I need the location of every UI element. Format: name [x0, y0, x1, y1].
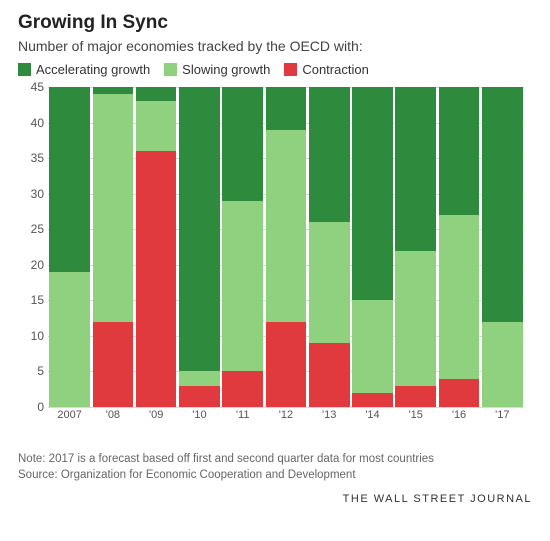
- x-tick-label: '17: [481, 409, 524, 421]
- x-tick-label: '10: [178, 409, 221, 421]
- bar-column: [221, 87, 264, 407]
- bar-column: [481, 87, 524, 407]
- bars-group: [48, 87, 524, 407]
- legend: Accelerating growth Slowing growth Contr…: [18, 62, 532, 77]
- bar-stack: [352, 87, 393, 407]
- x-tick-label: '08: [91, 409, 134, 421]
- bar-column: [437, 87, 480, 407]
- bar-segment-accelerating: [266, 87, 307, 130]
- publisher-credit: THE WALL STREET JOURNAL: [18, 493, 532, 505]
- legend-swatch-accelerating: [18, 63, 31, 76]
- bar-segment-accelerating: [222, 87, 263, 201]
- bar-segment-slowing: [482, 322, 523, 407]
- legend-label: Contraction: [302, 62, 368, 77]
- bar-stack: [222, 87, 263, 407]
- bar-segment-accelerating: [179, 87, 220, 371]
- legend-item-slowing: Slowing growth: [164, 62, 270, 77]
- bar-stack: [482, 87, 523, 407]
- note-line: Note: 2017 is a forecast based off first…: [18, 451, 532, 467]
- bar-column: [351, 87, 394, 407]
- x-tick-label: '11: [221, 409, 264, 421]
- y-tick-label: 35: [24, 151, 44, 165]
- legend-swatch-slowing: [164, 63, 177, 76]
- bar-segment-accelerating: [309, 87, 350, 222]
- bar-column: [178, 87, 221, 407]
- bar-segment-slowing: [395, 251, 436, 386]
- bar-segment-slowing: [266, 130, 307, 322]
- chart-area: 051015202530354045 2007'08'09'10'11'12'1…: [24, 87, 524, 427]
- bar-column: [308, 87, 351, 407]
- bar-segment-contraction: [395, 386, 436, 407]
- footnote: Note: 2017 is a forecast based off first…: [18, 451, 532, 483]
- y-tick-label: 30: [24, 187, 44, 201]
- bar-stack: [49, 87, 90, 407]
- bar-stack: [439, 87, 480, 407]
- bar-column: [91, 87, 134, 407]
- x-tick-label: '13: [308, 409, 351, 421]
- gridline: [48, 407, 524, 408]
- bar-segment-accelerating: [136, 87, 177, 101]
- bar-segment-contraction: [179, 386, 220, 407]
- x-tick-label: '14: [351, 409, 394, 421]
- bar-segment-accelerating: [439, 87, 480, 215]
- chart-container: Growing In Sync Number of major economie…: [0, 0, 550, 541]
- x-tick-label: '15: [394, 409, 437, 421]
- y-tick-label: 40: [24, 116, 44, 130]
- bar-segment-slowing: [222, 201, 263, 372]
- plot-region: [48, 87, 524, 407]
- legend-item-contraction: Contraction: [284, 62, 368, 77]
- bar-stack: [395, 87, 436, 407]
- y-tick-label: 10: [24, 329, 44, 343]
- x-tick-label: 2007: [48, 409, 91, 421]
- bar-stack: [93, 87, 134, 407]
- bar-segment-contraction: [309, 343, 350, 407]
- x-tick-label: '12: [264, 409, 307, 421]
- bar-segment-slowing: [309, 222, 350, 343]
- bar-column: [264, 87, 307, 407]
- bar-segment-contraction: [266, 322, 307, 407]
- bar-segment-slowing: [93, 94, 134, 322]
- bar-stack: [136, 87, 177, 407]
- bar-segment-contraction: [352, 393, 393, 407]
- bar-stack: [309, 87, 350, 407]
- x-tick-label: '16: [437, 409, 480, 421]
- bar-stack: [179, 87, 220, 407]
- y-tick-label: 5: [24, 364, 44, 378]
- bar-column: [135, 87, 178, 407]
- bar-segment-slowing: [352, 300, 393, 392]
- bar-segment-contraction: [222, 371, 263, 407]
- bar-segment-slowing: [179, 371, 220, 385]
- bar-column: [394, 87, 437, 407]
- bar-segment-accelerating: [49, 87, 90, 272]
- source-line: Source: Organization for Economic Cooper…: [18, 467, 532, 483]
- bar-segment-slowing: [49, 272, 90, 407]
- y-tick-label: 25: [24, 222, 44, 236]
- bar-segment-accelerating: [482, 87, 523, 322]
- x-axis-labels: 2007'08'09'10'11'12'13'14'15'16'17: [48, 409, 524, 421]
- bar-segment-contraction: [93, 322, 134, 407]
- bar-segment-slowing: [439, 215, 480, 379]
- y-tick-label: 20: [24, 258, 44, 272]
- bar-segment-contraction: [136, 151, 177, 407]
- chart-title: Growing In Sync: [18, 12, 532, 34]
- y-tick-label: 0: [24, 400, 44, 414]
- legend-item-accelerating: Accelerating growth: [18, 62, 150, 77]
- chart-subtitle: Number of major economies tracked by the…: [18, 38, 532, 54]
- legend-swatch-contraction: [284, 63, 297, 76]
- bar-segment-contraction: [439, 379, 480, 407]
- bar-stack: [266, 87, 307, 407]
- y-tick-label: 15: [24, 293, 44, 307]
- bar-column: [48, 87, 91, 407]
- bar-segment-accelerating: [93, 87, 134, 94]
- bar-segment-slowing: [136, 101, 177, 151]
- bar-segment-accelerating: [352, 87, 393, 300]
- bar-segment-accelerating: [395, 87, 436, 251]
- x-tick-label: '09: [135, 409, 178, 421]
- y-tick-label: 45: [24, 80, 44, 94]
- legend-label: Slowing growth: [182, 62, 270, 77]
- legend-label: Accelerating growth: [36, 62, 150, 77]
